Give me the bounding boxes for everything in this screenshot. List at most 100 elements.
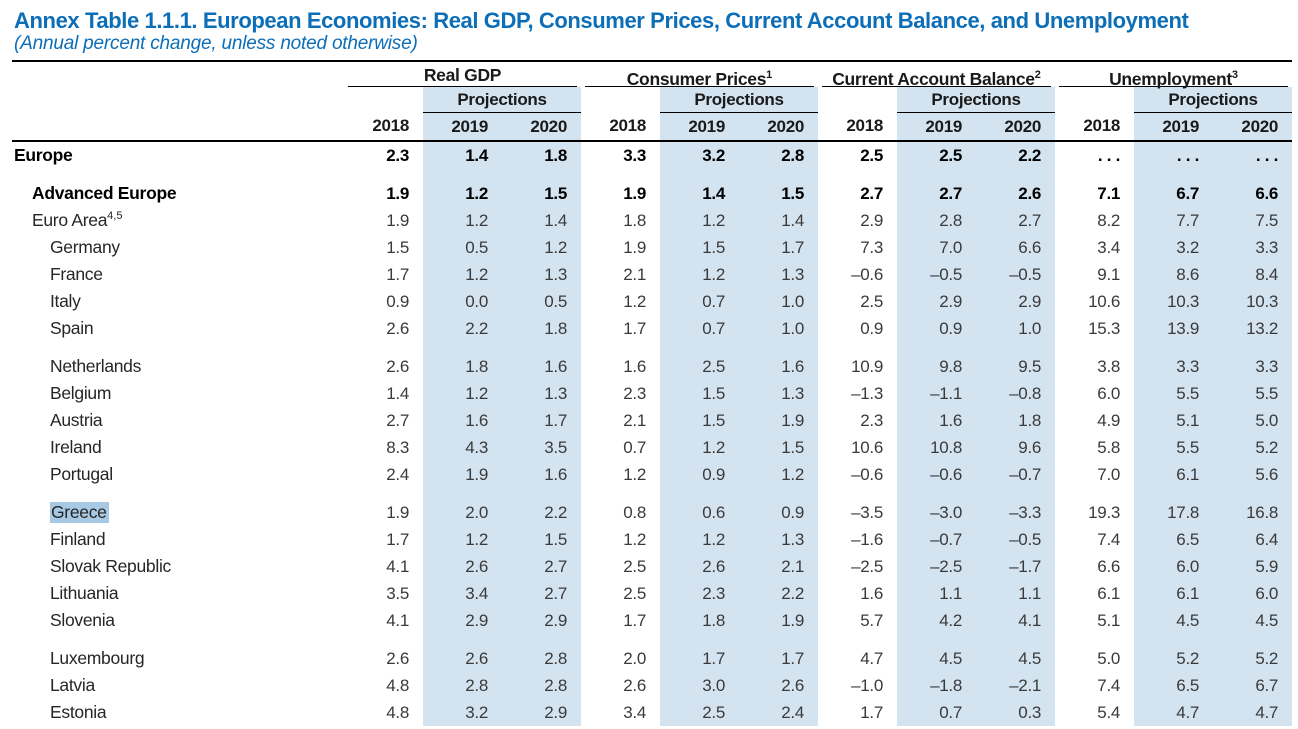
year-header: 2020 bbox=[976, 112, 1056, 143]
projections-header: Projections bbox=[1134, 87, 1293, 114]
spacer-cell bbox=[818, 342, 897, 353]
table-row: Belgium 1.4 1.2 1.3 2.3 1.5 1.3 –1.3 –1.1 –0.8 6.0… bbox=[12, 380, 1293, 408]
cell: 1.2 bbox=[423, 380, 502, 408]
cell: 1.2 bbox=[660, 261, 739, 289]
cell: 9.5 bbox=[976, 353, 1056, 381]
cell: 3.5 bbox=[386, 583, 409, 603]
cell: 7.5 bbox=[1213, 207, 1293, 235]
cell: 0.7 bbox=[660, 288, 739, 316]
cell: –2.5 bbox=[897, 553, 977, 581]
spacer-cell bbox=[976, 488, 1056, 500]
cell: –1.3 bbox=[851, 383, 884, 403]
row-label: Estonia bbox=[50, 702, 107, 723]
cell: 2.1 bbox=[623, 410, 646, 430]
column-group-title-text: Current Account Balance2 bbox=[822, 62, 1052, 89]
cell: 6.0 bbox=[1134, 553, 1214, 581]
column-group-title-text: Real GDP bbox=[348, 62, 577, 88]
spacer-cell bbox=[739, 342, 819, 354]
cell: 2.8 bbox=[502, 672, 581, 700]
cell: 1.2 bbox=[423, 180, 502, 208]
row-label: Advanced Europe bbox=[32, 183, 177, 204]
page-subtitle: (Annual percent change, unless noted oth… bbox=[14, 33, 418, 55]
projections-row: Projections Projections Projections Project… bbox=[12, 87, 1293, 114]
table-row: Europe 2.3 1.4 1.8 3.3 3.2 2.8 2.5 2.5 2.2. . .. … bbox=[12, 141, 1293, 170]
spacer-cell bbox=[423, 634, 502, 646]
cell: –0.6 bbox=[851, 264, 884, 284]
spacer-cell bbox=[423, 342, 502, 354]
spacer-cell bbox=[344, 488, 423, 499]
cell: 6.5 bbox=[1134, 526, 1214, 554]
cell: 6.1 bbox=[1134, 580, 1214, 608]
years-row: 2018 2019 2020 2018 2019 2020 2018 2019 2020 2018… bbox=[12, 112, 1293, 143]
cell: –2.1 bbox=[976, 672, 1056, 700]
cell: 4.7 bbox=[1134, 699, 1214, 727]
cell: 1.7 bbox=[739, 645, 819, 673]
cell: 5.4 bbox=[1097, 702, 1121, 722]
cell: 1.2 bbox=[423, 207, 502, 235]
cell: 5.8 bbox=[1097, 437, 1121, 457]
row-label: France bbox=[50, 264, 103, 285]
cell: 1.9 bbox=[739, 607, 819, 635]
cell: . . . bbox=[1134, 141, 1214, 170]
cell: 1.0 bbox=[976, 315, 1056, 343]
cell: 4.5 bbox=[897, 645, 977, 673]
cell: 4.1 bbox=[976, 607, 1056, 635]
cell: 5.2 bbox=[1134, 645, 1214, 673]
spacer-cell bbox=[12, 488, 344, 499]
cell: 6.5 bbox=[1134, 672, 1214, 700]
cell: 5.1 bbox=[1134, 407, 1214, 435]
spacer-cell bbox=[1213, 634, 1293, 646]
cell: 4.8 bbox=[386, 702, 409, 722]
empty-cell bbox=[12, 87, 344, 113]
cell: 2.5 bbox=[660, 353, 739, 381]
year-header: 2020 bbox=[739, 112, 819, 143]
cell: 15.3 bbox=[1088, 318, 1121, 338]
cell: . . . bbox=[1213, 141, 1293, 170]
cell: 10.3 bbox=[1134, 288, 1214, 316]
cell: 6.1 bbox=[1134, 461, 1214, 489]
cell: 1.8 bbox=[660, 607, 739, 635]
spacer-cell bbox=[1055, 342, 1134, 353]
cell: 1.8 bbox=[623, 210, 646, 230]
cell: 2.8 bbox=[897, 207, 977, 235]
row-label: Europe bbox=[14, 145, 73, 166]
cell: 1.2 bbox=[660, 526, 739, 554]
cell: 1.2 bbox=[623, 464, 646, 484]
cell: 2.3 bbox=[623, 383, 646, 403]
cell: 2.7 bbox=[860, 183, 884, 203]
cell: 10.6 bbox=[851, 437, 884, 457]
cell: . . . bbox=[1097, 145, 1121, 165]
spacer-row bbox=[12, 342, 1293, 354]
cell: 3.4 bbox=[1097, 237, 1121, 257]
cell: 5.2 bbox=[1213, 434, 1293, 462]
cell: 1.9 bbox=[423, 461, 502, 489]
spacer-cell bbox=[502, 342, 581, 354]
spacer-cell bbox=[502, 169, 581, 181]
cell: 2.6 bbox=[386, 318, 409, 338]
cell: 4.5 bbox=[1213, 607, 1293, 635]
projections-header: Projections bbox=[897, 87, 1056, 114]
cell: 7.4 bbox=[1097, 675, 1121, 695]
cell: –0.7 bbox=[976, 461, 1056, 489]
cell: 2.6 bbox=[623, 675, 646, 695]
cell: 1.9 bbox=[623, 237, 646, 257]
cell: –0.7 bbox=[897, 526, 977, 554]
cell: 1.6 bbox=[897, 407, 977, 435]
table-row: France 1.7 1.2 1.3 2.1 1.2 1.3 –0.6 –0.5 –0.5 9.1 8… bbox=[12, 261, 1293, 289]
cell: –1.8 bbox=[897, 672, 977, 700]
spacer-cell bbox=[502, 634, 581, 646]
cell: 1.0 bbox=[739, 288, 819, 316]
year-header: 2019 bbox=[897, 112, 977, 143]
empty-cell bbox=[344, 87, 423, 113]
cell: 2.2 bbox=[739, 580, 819, 608]
cell: 2.1 bbox=[623, 264, 646, 284]
cell: 1.6 bbox=[860, 583, 884, 603]
table-row: Euro Area4,5 1.9 1.2 1.4 1.8 1.2 1.4 2.9 2.8 2.7 8… bbox=[12, 207, 1293, 235]
cell: 3.8 bbox=[1097, 356, 1121, 376]
cell: 5.5 bbox=[1134, 380, 1214, 408]
cell: 10.6 bbox=[1088, 291, 1121, 311]
cell: –1.1 bbox=[897, 380, 977, 408]
cell: 10.8 bbox=[897, 434, 977, 462]
cell: 3.0 bbox=[660, 672, 739, 700]
spacer-cell bbox=[581, 169, 660, 180]
